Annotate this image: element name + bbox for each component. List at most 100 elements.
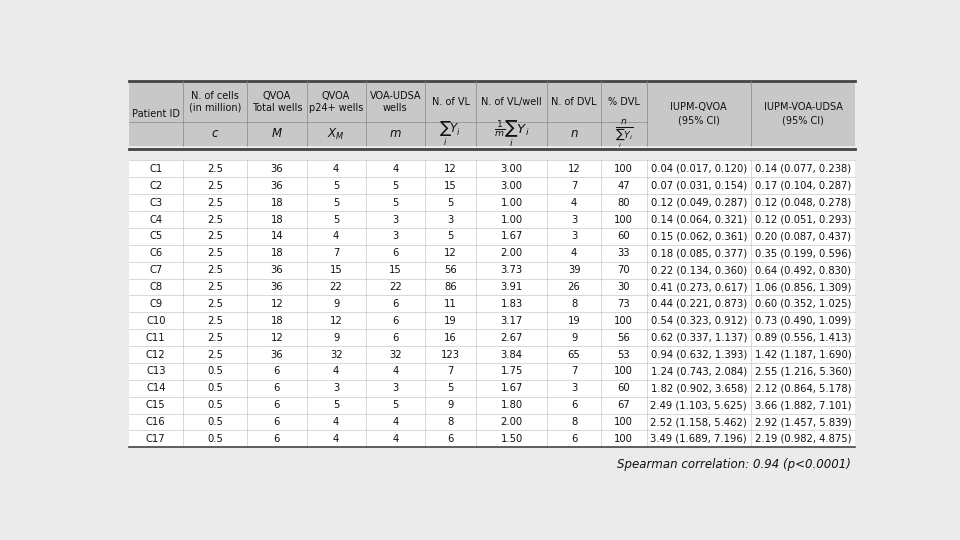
Text: 0.41 (0.273, 0.617): 0.41 (0.273, 0.617) <box>651 282 747 292</box>
Text: 6: 6 <box>392 316 398 326</box>
Text: VOA-UDSA
wells: VOA-UDSA wells <box>370 91 421 113</box>
Text: 4: 4 <box>333 434 339 444</box>
Text: 7: 7 <box>447 367 454 376</box>
Text: 0.62 (0.337, 1.137): 0.62 (0.337, 1.137) <box>651 333 747 343</box>
Text: 5: 5 <box>447 198 454 207</box>
Text: 2.5: 2.5 <box>207 214 223 225</box>
Bar <box>129 380 855 397</box>
Text: 5: 5 <box>333 198 339 207</box>
Text: 18: 18 <box>271 248 283 258</box>
Text: 100: 100 <box>614 417 634 427</box>
Text: 0.35 (0.199, 0.596): 0.35 (0.199, 0.596) <box>755 248 852 258</box>
Text: C14: C14 <box>146 383 165 393</box>
Text: 1.67: 1.67 <box>500 231 523 241</box>
Text: 1.00: 1.00 <box>501 214 523 225</box>
Text: C9: C9 <box>149 299 162 309</box>
Bar <box>129 430 855 447</box>
Text: 70: 70 <box>617 265 630 275</box>
Text: 7: 7 <box>571 367 577 376</box>
Text: 4: 4 <box>571 248 577 258</box>
Text: 2.52 (1.158, 5.462): 2.52 (1.158, 5.462) <box>651 417 747 427</box>
Text: 1.83: 1.83 <box>501 299 523 309</box>
Text: 9: 9 <box>333 333 339 343</box>
Text: 0.14 (0.064, 0.321): 0.14 (0.064, 0.321) <box>651 214 747 225</box>
Text: C8: C8 <box>149 282 162 292</box>
Text: 19: 19 <box>444 316 457 326</box>
Bar <box>129 177 855 194</box>
Bar <box>129 82 855 146</box>
Text: 4: 4 <box>393 367 398 376</box>
Text: 4: 4 <box>571 198 577 207</box>
Text: 22: 22 <box>329 282 343 292</box>
Text: 36: 36 <box>271 164 283 174</box>
Text: 9: 9 <box>333 299 339 309</box>
Text: 6: 6 <box>392 248 398 258</box>
Text: 0.18 (0.085, 0.377): 0.18 (0.085, 0.377) <box>651 248 747 258</box>
Text: 7: 7 <box>571 181 577 191</box>
Bar <box>129 295 855 312</box>
Text: 0.73 (0.490, 1.099): 0.73 (0.490, 1.099) <box>755 316 852 326</box>
Text: 0.20 (0.087, 0.437): 0.20 (0.087, 0.437) <box>755 231 851 241</box>
Text: 18: 18 <box>271 214 283 225</box>
Text: 0.12 (0.049, 0.287): 0.12 (0.049, 0.287) <box>651 198 747 207</box>
Text: 100: 100 <box>614 367 634 376</box>
Text: 2.5: 2.5 <box>207 282 223 292</box>
Bar <box>129 279 855 295</box>
Text: 2.00: 2.00 <box>501 248 523 258</box>
Text: 0.64 (0.492, 0.830): 0.64 (0.492, 0.830) <box>755 265 851 275</box>
Text: 12: 12 <box>271 333 283 343</box>
Text: 2.5: 2.5 <box>207 181 223 191</box>
Text: 0.5: 0.5 <box>207 434 223 444</box>
Text: 0.60 (0.352, 1.025): 0.60 (0.352, 1.025) <box>755 299 852 309</box>
Bar <box>129 262 855 279</box>
Text: C13: C13 <box>146 367 165 376</box>
Text: 3.84: 3.84 <box>501 349 523 360</box>
Text: 11: 11 <box>444 299 457 309</box>
Text: 36: 36 <box>271 349 283 360</box>
Text: $M$: $M$ <box>271 127 283 140</box>
Text: 2.5: 2.5 <box>207 316 223 326</box>
Text: 2.5: 2.5 <box>207 248 223 258</box>
Text: 5: 5 <box>333 181 339 191</box>
Text: 6: 6 <box>274 367 280 376</box>
Text: 56: 56 <box>617 333 630 343</box>
Text: 3.17: 3.17 <box>500 316 523 326</box>
Text: 2.5: 2.5 <box>207 231 223 241</box>
Text: 0.5: 0.5 <box>207 367 223 376</box>
Text: 0.5: 0.5 <box>207 383 223 393</box>
Text: 5: 5 <box>333 214 339 225</box>
Text: 0.22 (0.134, 0.360): 0.22 (0.134, 0.360) <box>651 265 747 275</box>
Text: 2.5: 2.5 <box>207 198 223 207</box>
Text: C12: C12 <box>146 349 165 360</box>
Text: IUPM-QVOA
(95% CI): IUPM-QVOA (95% CI) <box>670 102 727 125</box>
Text: 36: 36 <box>271 282 283 292</box>
Text: 9: 9 <box>571 333 577 343</box>
Text: 1.00: 1.00 <box>501 198 523 207</box>
Text: N. of cells
(in million): N. of cells (in million) <box>189 91 241 113</box>
Text: 6: 6 <box>274 434 280 444</box>
Text: 65: 65 <box>567 349 581 360</box>
Text: 5: 5 <box>392 181 398 191</box>
Text: 123: 123 <box>441 349 460 360</box>
Text: 9: 9 <box>447 400 454 410</box>
Text: 1.82 (0.902, 3.658): 1.82 (0.902, 3.658) <box>651 383 747 393</box>
Text: C4: C4 <box>149 214 162 225</box>
Text: QVOA
p24+ wells: QVOA p24+ wells <box>309 91 363 113</box>
Text: 3.66 (1.882, 7.101): 3.66 (1.882, 7.101) <box>755 400 852 410</box>
Text: 3.49 (1.689, 7.196): 3.49 (1.689, 7.196) <box>651 434 747 444</box>
Text: 19: 19 <box>567 316 581 326</box>
Text: 0.07 (0.031, 0.154): 0.07 (0.031, 0.154) <box>651 181 747 191</box>
Text: 73: 73 <box>617 299 630 309</box>
Text: 3: 3 <box>571 214 577 225</box>
Text: C7: C7 <box>149 265 162 275</box>
Text: 7: 7 <box>333 248 339 258</box>
Text: 0.94 (0.632, 1.393): 0.94 (0.632, 1.393) <box>651 349 747 360</box>
Text: N. of VL/well: N. of VL/well <box>481 97 542 107</box>
Bar <box>129 414 855 430</box>
Text: 6: 6 <box>274 417 280 427</box>
Text: 4: 4 <box>333 164 339 174</box>
Text: 18: 18 <box>271 316 283 326</box>
Text: 8: 8 <box>447 417 454 427</box>
Text: 6: 6 <box>392 333 398 343</box>
Text: 1.75: 1.75 <box>500 367 523 376</box>
